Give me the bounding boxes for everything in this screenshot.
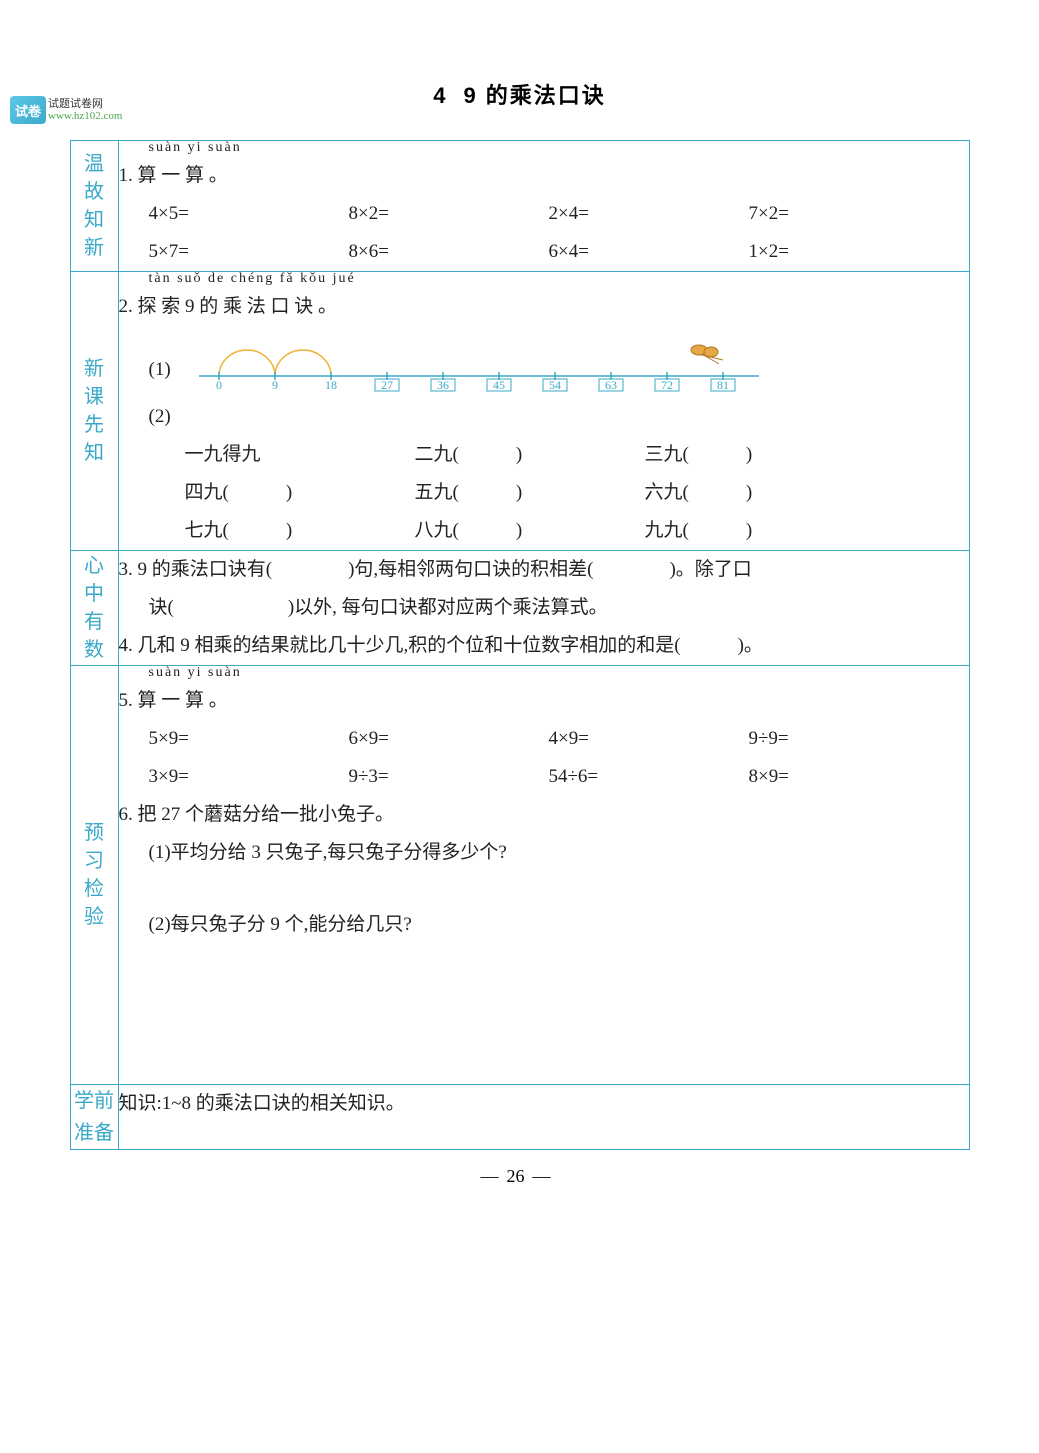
q5-head: 5. 算 一 算 。 <box>119 682 969 720</box>
q2-sub2: (2) <box>119 398 969 436</box>
logo-url: www.hz102.com <box>48 110 122 122</box>
expr: 8×2= <box>349 195 549 233</box>
section-content-yuxi: suàn yi suàn 5. 算 一 算 。 5×9= 6×9= 4×9= 9… <box>118 666 969 1085</box>
svg-text:54: 54 <box>549 378 561 392</box>
section-label-xin: 新 课 先 知 <box>70 272 118 551</box>
fill: 八九( ) <box>415 512 645 550</box>
q5-row2: 3×9= 9÷3= 54÷6= 8×9= <box>119 758 969 796</box>
expr: 6×4= <box>549 233 749 271</box>
q6-1: (1)平均分给 3 只兔子,每只兔子分得多少个? <box>119 834 969 872</box>
section-content-xin: tàn suǒ de chéng fǎ kǒu jué 2. 探 索 9 的 乘… <box>118 272 969 551</box>
expr: 9÷3= <box>349 758 549 796</box>
q5-pinyin: suàn yi suàn <box>149 666 969 680</box>
expr: 1×2= <box>749 233 949 271</box>
section-content-xinzhong: 3. 9 的乘法口诀有( )句,每相邻两句口诀的积相差( )。除了口 诀( )以… <box>118 551 969 666</box>
fill: 九九( ) <box>645 512 875 550</box>
title-text: 9 的乘法口诀 <box>463 83 605 108</box>
fill: 一九得九 <box>185 436 415 474</box>
svg-text:0: 0 <box>216 378 222 392</box>
section-label-yuxi: 预 习 检 验 <box>70 666 118 1085</box>
fill: 五九( ) <box>415 474 645 512</box>
expr: 4×5= <box>149 195 349 233</box>
logo-icon: 试卷 <box>10 96 46 124</box>
worksheet-table: 温 故 知 新 suàn yi suàn 1. 算 一 算 。 4×5= 8×2… <box>70 140 970 1150</box>
q2-fills: 一九得九 二九( ) 三九( ) 四九( ) 五九( ) 六九( ) 七九( )… <box>119 436 969 550</box>
site-logo: 试卷 试题试卷网 www.hz102.com <box>10 96 122 124</box>
section-content-wen: suàn yi suàn 1. 算 一 算 。 4×5= 8×2= 2×4= 7… <box>118 141 969 272</box>
xueqian-text: 知识:1~8 的乘法口诀的相关知识。 <box>119 1085 969 1123</box>
svg-text:45: 45 <box>493 378 505 392</box>
svg-text:72: 72 <box>661 378 673 392</box>
q1-row1: 4×5= 8×2= 2×4= 7×2= <box>119 195 969 233</box>
q5-row1: 5×9= 6×9= 4×9= 9÷9= <box>119 720 969 758</box>
logo-text: 试题试卷网 www.hz102.com <box>48 98 122 122</box>
fill: 二九( ) <box>415 436 645 474</box>
section-content-xueqian: 知识:1~8 的乘法口诀的相关知识。 <box>118 1085 969 1150</box>
q2-sub1: (1) <box>119 342 175 398</box>
svg-text:81: 81 <box>717 378 729 392</box>
q2-head: 2. 探 索 9 的 乘 法 口 诀 。 <box>119 288 969 326</box>
expr: 5×7= <box>149 233 349 271</box>
expr: 6×9= <box>349 720 549 758</box>
fill: 三九( ) <box>645 436 875 474</box>
fill: 四九( ) <box>185 474 415 512</box>
svg-text:9: 9 <box>272 378 278 392</box>
page-number: —26— <box>0 1166 1039 1187</box>
expr: 5×9= <box>149 720 349 758</box>
svg-text:27: 27 <box>381 378 393 392</box>
expr: 2×4= <box>549 195 749 233</box>
logo-cn: 试题试卷网 <box>48 98 103 110</box>
q4-line: 4. 几和 9 相乘的结果就比几十少几,积的个位和十位数字相加的和是( )。 <box>119 627 969 665</box>
q1-row2: 5×7= 8×6= 6×4= 1×2= <box>119 233 969 271</box>
fill: 七九( ) <box>185 512 415 550</box>
expr: 4×9= <box>549 720 749 758</box>
section-label-xueqian: 学前 准备 <box>70 1085 118 1150</box>
q1-pinyin: suàn yi suàn <box>149 141 969 155</box>
q6-head: 6. 把 27 个蘑菇分给一批小兔子。 <box>119 796 969 834</box>
expr: 7×2= <box>749 195 949 233</box>
section-label-wen: 温 故 知 新 <box>70 141 118 272</box>
q3-line: 3. 9 的乘法口诀有( )句,每相邻两句口诀的积相差( )。除了口 <box>119 551 969 589</box>
fill: 六九( ) <box>645 474 875 512</box>
page-title: 4 9 的乘法口诀 <box>0 78 1039 110</box>
expr: 8×9= <box>749 758 949 796</box>
svg-text:18: 18 <box>325 378 337 392</box>
title-num: 4 <box>433 83 447 108</box>
expr: 3×9= <box>149 758 349 796</box>
section-label-xinzhong: 心 中 有 数 <box>70 551 118 666</box>
q1-head: 1. 算 一 算 。 <box>119 157 969 195</box>
q6-2: (2)每只兔子分 9 个,能分给几只? <box>119 906 969 944</box>
expr: 8×6= <box>349 233 549 271</box>
svg-text:36: 36 <box>437 378 449 392</box>
expr: 54÷6= <box>549 758 749 796</box>
expr: 9÷9= <box>749 720 949 758</box>
svg-text:63: 63 <box>605 378 617 392</box>
number-line-diagram: 0 9 18 27 36 45 54 63 72 81 <box>199 336 819 392</box>
q3-line-b: 诀( )以外, 每句口诀都对应两个乘法算式。 <box>119 589 969 627</box>
q2-pinyin: tàn suǒ de chéng fǎ kǒu jué <box>149 272 969 286</box>
